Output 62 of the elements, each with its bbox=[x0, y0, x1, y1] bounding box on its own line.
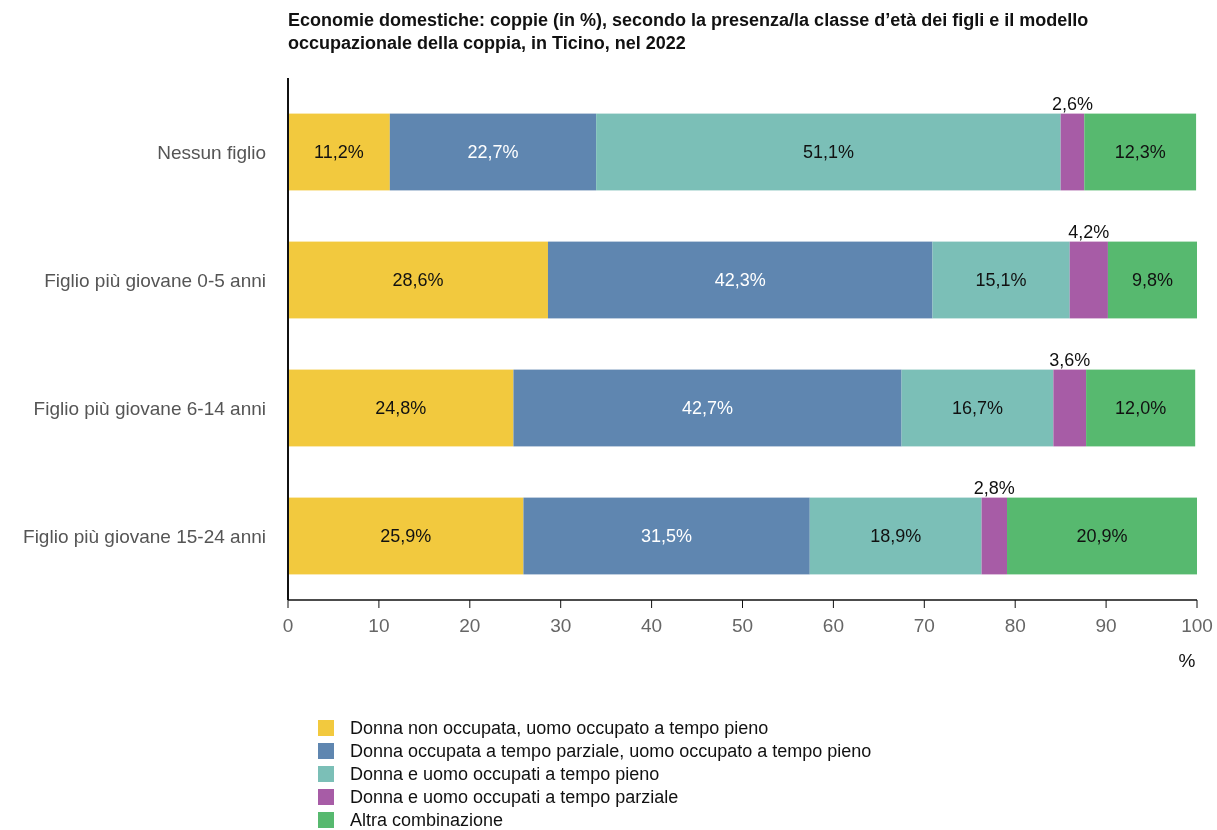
x-axis-title: % bbox=[1178, 650, 1196, 671]
data-label: 12,3% bbox=[1114, 142, 1166, 163]
bar bbox=[901, 369, 1054, 447]
x-tick-label: 70 bbox=[913, 615, 935, 636]
bar bbox=[809, 497, 982, 575]
bar bbox=[1007, 497, 1197, 575]
legend-label: Donna e uomo occupati a tempo parziale bbox=[350, 787, 679, 808]
data-label: 28,6% bbox=[392, 270, 444, 291]
x-tick-label: 0 bbox=[282, 615, 294, 636]
bar bbox=[1086, 369, 1196, 447]
bar bbox=[389, 113, 597, 191]
x-tick-label: 30 bbox=[550, 615, 572, 636]
data-label: 25,9% bbox=[380, 526, 432, 547]
legend-label: Altra combinazione bbox=[350, 810, 504, 830]
data-label: 42,7% bbox=[681, 398, 734, 419]
legend-label: Donna non occupata, uomo occupato a tempo pieno bbox=[350, 718, 769, 739]
x-tick-label: 10 bbox=[368, 615, 390, 636]
legend-label: Donna occupata a tempo parziale, uomo occupato a tempo pieno bbox=[350, 741, 872, 762]
data-label: 2,6% bbox=[1051, 93, 1093, 114]
bar bbox=[1053, 369, 1087, 447]
data-label: 4,2% bbox=[1068, 221, 1110, 242]
x-tick-label: 40 bbox=[641, 615, 663, 636]
data-label: 16,7% bbox=[951, 398, 1003, 419]
data-label: 20,9% bbox=[1076, 526, 1128, 547]
bar bbox=[1107, 241, 1197, 319]
bar bbox=[288, 241, 548, 319]
bar bbox=[523, 497, 810, 575]
bar bbox=[547, 241, 933, 319]
x-tick-label: 80 bbox=[1004, 615, 1026, 636]
data-label: 51,1% bbox=[802, 142, 854, 163]
x-tick-label: 60 bbox=[822, 615, 844, 636]
data-label: 24,8% bbox=[375, 398, 427, 419]
bar bbox=[288, 113, 390, 191]
data-label: 22,7% bbox=[467, 142, 519, 163]
data-label: 15,1% bbox=[975, 270, 1027, 291]
y-tick-label: Figlio più giovane 0-5 anni bbox=[44, 269, 266, 291]
y-tick-label: Nessun figlio bbox=[157, 141, 266, 163]
y-tick-label: Figlio più giovane 15-24 anni bbox=[23, 525, 266, 547]
data-label: 2,8% bbox=[973, 477, 1015, 498]
bar bbox=[981, 497, 1008, 575]
data-label: 11,2% bbox=[314, 142, 364, 163]
bar bbox=[932, 241, 1070, 319]
data-label: 18,9% bbox=[870, 526, 922, 547]
bar bbox=[288, 369, 514, 447]
chart-title: Economie domestiche: coppie (in %), secondo la presenza/la classe d’età dei figli e il modello occupazionale della coppia, in Ticino, nel 2022 bbox=[288, 10, 1089, 53]
bar bbox=[513, 369, 902, 447]
bar bbox=[288, 497, 524, 575]
data-label: 12,0% bbox=[1115, 398, 1167, 419]
x-tick-label: 20 bbox=[459, 615, 481, 636]
bar bbox=[596, 113, 1061, 191]
data-label: 3,6% bbox=[1049, 349, 1091, 370]
x-tick-label: 50 bbox=[731, 615, 754, 636]
x-tick-label: 90 bbox=[1095, 615, 1117, 636]
y-tick-label: Figlio più giovane 6-14 anni bbox=[33, 397, 266, 419]
bar bbox=[1069, 241, 1108, 319]
x-tick-label: 100 bbox=[1181, 615, 1213, 636]
data-label: 9,8% bbox=[1131, 270, 1173, 291]
legend-label: Donna e uomo occupati a tempo pieno bbox=[350, 764, 660, 785]
bar bbox=[1060, 113, 1085, 191]
data-label: 31,5% bbox=[641, 526, 693, 547]
data-label: 42,3% bbox=[714, 270, 766, 291]
bar bbox=[1084, 113, 1197, 191]
